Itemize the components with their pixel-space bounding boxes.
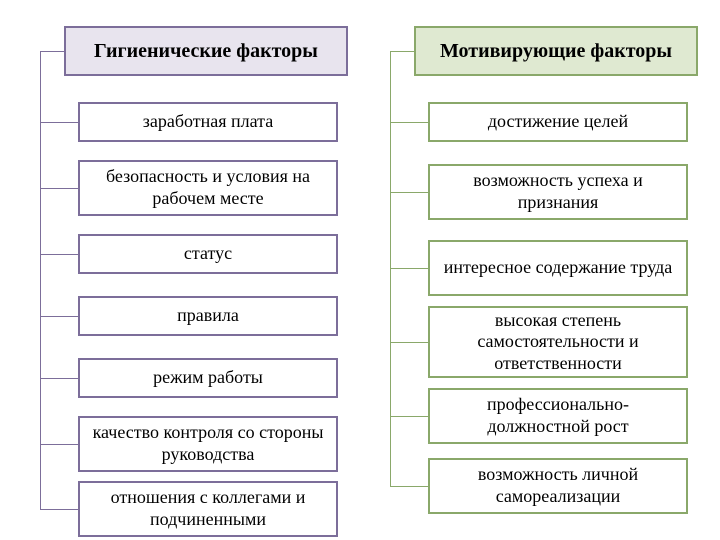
right-connector-2 (390, 268, 428, 269)
left-item-2: статус (78, 234, 338, 274)
left-connector-2 (40, 254, 78, 255)
left-item-6: отношения с коллегами и подчиненными (78, 481, 338, 537)
right-item-3: высокая степень самостоятельности и отве… (428, 306, 688, 378)
left-header: Гигиенические факторы (64, 26, 348, 76)
right-item-2: интересное содержание труда (428, 240, 688, 296)
left-item-1: безопасность и условия на рабочем месте (78, 160, 338, 216)
left-item-4: режим работы (78, 358, 338, 398)
left-connector-0 (40, 122, 78, 123)
right-header: Мотивирующие факторы (414, 26, 698, 76)
right-connector-header (390, 51, 414, 52)
left-connector-header (40, 51, 64, 52)
right-item-4: профессионально-должностной рост (428, 388, 688, 444)
left-connector-6 (40, 509, 78, 510)
left-connector-5 (40, 444, 78, 445)
right-item-5: возможность личной самореализации (428, 458, 688, 514)
right-connector-3 (390, 342, 428, 343)
left-spine (40, 51, 41, 509)
right-item-1: возможность успеха и признания (428, 164, 688, 220)
left-item-0: заработная плата (78, 102, 338, 142)
left-connector-3 (40, 316, 78, 317)
left-item-3: правила (78, 296, 338, 336)
left-item-5: качество контроля со стороны руководства (78, 416, 338, 472)
left-connector-1 (40, 188, 78, 189)
right-connector-1 (390, 192, 428, 193)
left-connector-4 (40, 378, 78, 379)
right-connector-5 (390, 486, 428, 487)
right-connector-4 (390, 416, 428, 417)
right-item-0: достижение целей (428, 102, 688, 142)
right-connector-0 (390, 122, 428, 123)
